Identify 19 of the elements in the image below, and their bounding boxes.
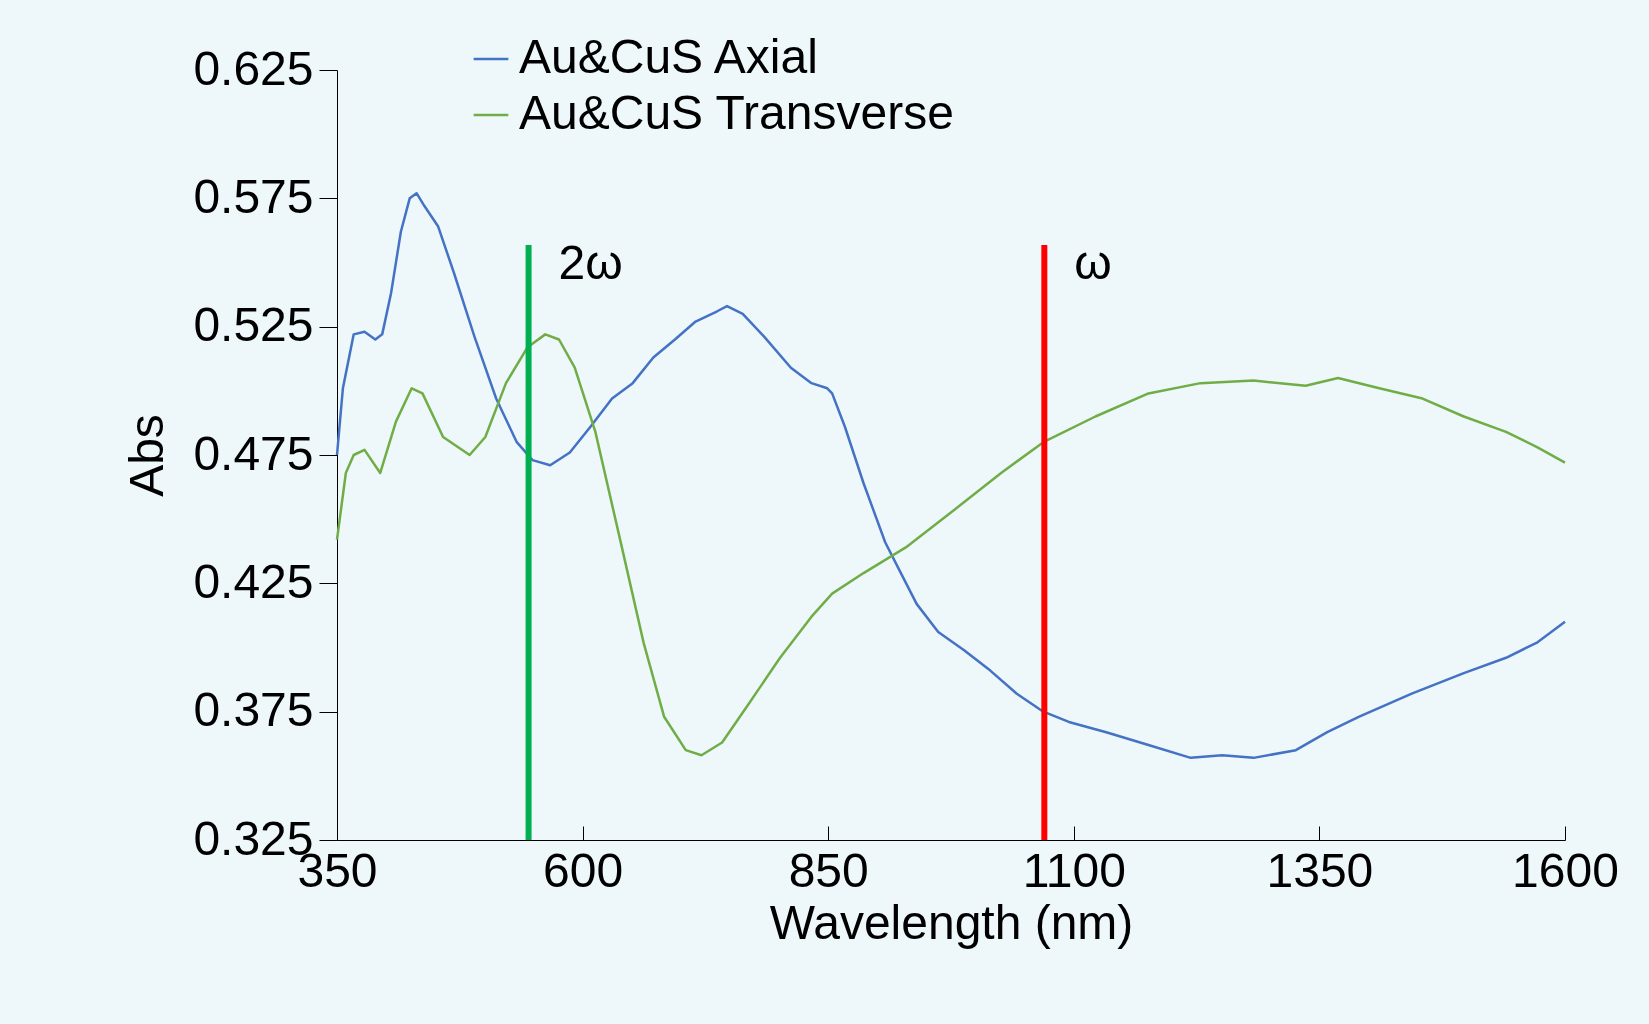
y-tick-label: 0.425 — [193, 554, 314, 608]
y-axis-title: Abs — [120, 414, 174, 497]
line-series — [335, 191, 1567, 760]
y-tick-label: 0.525 — [193, 298, 314, 352]
x-tick-label: 1350 — [1266, 843, 1374, 897]
y-tick-label: 0.375 — [193, 683, 314, 737]
x-tick-label: 1100 — [1022, 843, 1126, 897]
x-axis-title: Wavelength (nm) — [769, 895, 1134, 949]
y-tick-label: 0.475 — [193, 426, 314, 480]
y-tick-label: 0.625 — [193, 41, 314, 95]
x-tick-label: 1600 — [1512, 843, 1619, 897]
legend-label: Au&CuS Transverse — [519, 86, 954, 139]
line-series — [335, 333, 1567, 757]
legend-label: Au&CuS Axial — [519, 30, 818, 83]
ref-line-label: ω — [1074, 236, 1112, 289]
ref-line-label: 2ω — [558, 236, 623, 289]
x-tick-label: 600 — [543, 843, 624, 897]
x-tick-label: 850 — [788, 843, 869, 897]
y-tick-label: 0.575 — [193, 169, 314, 223]
